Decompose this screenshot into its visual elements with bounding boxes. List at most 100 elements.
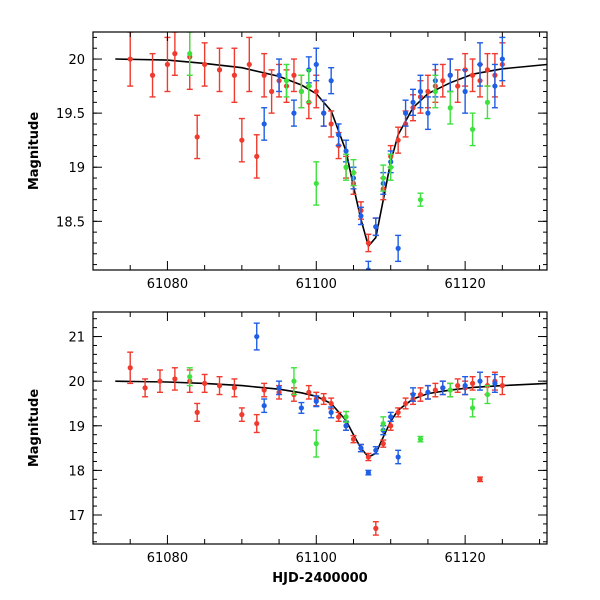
data-point-marker <box>366 240 371 245</box>
data-point-marker <box>381 441 386 446</box>
bottom-red-point <box>254 415 260 433</box>
top-green-point <box>447 92 453 124</box>
data-point-marker <box>448 105 453 110</box>
bottom-y-tick-label: 20 <box>68 375 85 390</box>
bottom-blue-point <box>365 470 371 475</box>
top-y-tick-label: 19 <box>68 161 85 176</box>
data-point-marker <box>366 454 371 459</box>
bottom-red-point <box>127 352 133 383</box>
data-point-marker <box>418 197 423 202</box>
data-point-marker <box>254 154 259 159</box>
top-series-blue <box>261 37 505 278</box>
top-blue-point <box>403 100 409 126</box>
top-red-point <box>261 54 267 97</box>
top-red-point <box>269 70 275 113</box>
data-point-marker <box>470 73 475 78</box>
bottom-red-point <box>239 408 245 421</box>
bottom-red-point <box>350 436 356 443</box>
data-point-marker <box>262 387 267 392</box>
top-red-point <box>254 135 260 178</box>
data-point-marker <box>276 73 281 78</box>
data-point-marker <box>351 170 356 175</box>
top-y-tick-label: 20 <box>68 53 85 68</box>
bottom-green-point <box>343 411 349 422</box>
bottom-red-point <box>432 383 438 396</box>
bottom-y-tick-label: 18 <box>68 464 85 479</box>
bottom-green-point <box>484 386 490 404</box>
data-point-marker <box>314 441 319 446</box>
data-point-marker <box>299 405 304 410</box>
bottom-x-tick-label: 61120 <box>444 551 485 566</box>
bottom-red-point <box>157 370 163 392</box>
data-point-marker <box>336 132 341 137</box>
data-point-marker <box>433 89 438 94</box>
top-red-point <box>231 48 237 102</box>
data-point-marker <box>410 100 415 105</box>
data-point-marker <box>314 62 319 67</box>
data-point-marker <box>440 78 445 83</box>
bottom-red-point <box>499 377 505 395</box>
bottom-blue-point <box>462 377 468 395</box>
top-red-point <box>246 37 252 91</box>
top-red-point <box>194 115 200 158</box>
bottom-red-point <box>306 386 312 399</box>
top-blue-point <box>328 68 334 94</box>
bottom-red-point <box>321 394 327 405</box>
top-green-point <box>470 113 476 145</box>
bottom-green-point <box>313 430 319 457</box>
bottom-red-point <box>194 403 200 421</box>
data-point-marker <box>463 383 468 388</box>
data-point-marker <box>470 405 475 410</box>
data-point-marker <box>396 410 401 415</box>
bottom-red-point <box>403 398 409 409</box>
data-point-marker <box>373 448 378 453</box>
data-point-marker <box>202 62 207 67</box>
data-point-marker <box>492 83 497 88</box>
bottom-light-curve-panel: 61080 61100 61120 17 18 19 20 21 Magnitude HJD-… <box>27 312 547 586</box>
data-point-marker <box>418 437 423 442</box>
data-point-marker <box>187 51 192 56</box>
bottom-y-tick-label: 19 <box>68 420 85 435</box>
top-red-point <box>164 37 170 91</box>
data-point-marker <box>388 165 393 170</box>
data-point-marker <box>477 477 482 482</box>
data-point-marker <box>217 383 222 388</box>
data-point-marker <box>373 224 378 229</box>
data-point-marker <box>254 421 259 426</box>
bottom-blue-point <box>298 403 304 414</box>
bottom-blue-point <box>261 399 267 412</box>
data-point-marker <box>187 374 192 379</box>
data-point-marker <box>455 383 460 388</box>
top-green-point <box>306 70 312 102</box>
data-point-marker <box>500 56 505 61</box>
data-point-marker <box>410 392 415 397</box>
top-y-axis-label: Magnitude <box>27 112 42 191</box>
top-green-point <box>187 32 193 75</box>
bottom-blue-point <box>395 450 401 463</box>
top-light-curve-panel: 61080 61100 61120 18.5 19 19.5 20 Magnitude <box>27 24 547 292</box>
data-point-marker <box>321 396 326 401</box>
data-point-marker <box>247 62 252 67</box>
bottom-red-point <box>477 477 483 482</box>
bottom-red-point <box>217 377 223 395</box>
data-point-marker <box>314 181 319 186</box>
data-point-marker <box>217 67 222 72</box>
data-point-marker <box>477 379 482 384</box>
data-point-marker <box>239 138 244 143</box>
data-point-marker <box>388 414 393 419</box>
data-point-marker <box>284 78 289 83</box>
data-point-marker <box>314 89 319 94</box>
data-point-marker <box>329 401 334 406</box>
data-point-marker <box>343 165 348 170</box>
data-point-marker <box>425 390 430 395</box>
data-point-marker <box>314 399 319 404</box>
bottom-axes-frame <box>93 312 547 544</box>
data-point-marker <box>343 148 348 153</box>
top-y-tick-label: 19.5 <box>56 107 85 122</box>
bottom-green-point <box>447 383 453 396</box>
top-green-point <box>417 193 423 206</box>
bottom-red-point <box>388 421 394 430</box>
data-point-marker <box>403 401 408 406</box>
data-point-marker <box>418 392 423 397</box>
data-point-marker <box>396 246 401 251</box>
